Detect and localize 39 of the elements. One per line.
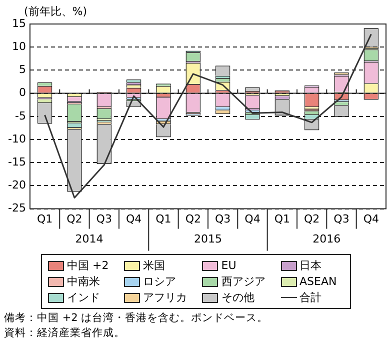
y-tick-label: -20 [8,178,26,192]
y-tick-label: -15 [8,155,26,168]
y-tick-label: 10 [12,40,26,53]
legend-label: 米国 [142,258,165,273]
y-tick-label: 5 [18,63,26,76]
legend-label: ロシア [142,274,176,289]
legend-label: 西アジア [221,274,266,289]
x-tick-label: Q4 [363,212,379,226]
y-tick-label: -25 [8,202,26,215]
x-tick-label: Q1 [36,212,53,226]
x-tick-label: Q1 [156,212,172,226]
text: 資料：経済産業省作成。 [4,326,126,341]
legend-label: アフリカ [142,290,187,305]
legend-label: 日本 [300,258,322,273]
text: 2014 [75,232,104,246]
x-tick-label: Q2 [304,212,320,226]
text: 備考：中国 +2 は台湾・香港を含む。ポンドベース。 [4,311,270,326]
y-tick-label: 0 [18,86,26,100]
x-tick-label: Q2 [185,212,201,226]
y-tick-label: -10 [8,132,26,146]
x-tick-label: Q3 [214,212,231,226]
text: 2015 [194,232,222,246]
y-axis-title: (前年比、%) [24,4,88,18]
legend-label: 中国 +2 [67,258,109,273]
y-tick-label: -5 [15,109,26,122]
text: 2016 [312,232,341,246]
x-tick-label: Q1 [274,212,290,226]
x-tick-label: Q2 [66,212,82,226]
legend-label: EU [221,259,236,272]
legend-label: インド [67,290,100,305]
legend-label: ASEAN [300,275,337,288]
legend-label: その他 [221,290,254,305]
x-tick-label: Q4 [126,212,142,226]
legend-label: 中南米 [67,274,100,289]
legend-label: 合計 [300,290,322,305]
x-tick-label: Q3 [96,212,112,226]
x-tick-label: Q4 [244,212,260,226]
x-tick-label: Q3 [334,212,350,226]
y-tick-label: 15 [12,16,26,30]
